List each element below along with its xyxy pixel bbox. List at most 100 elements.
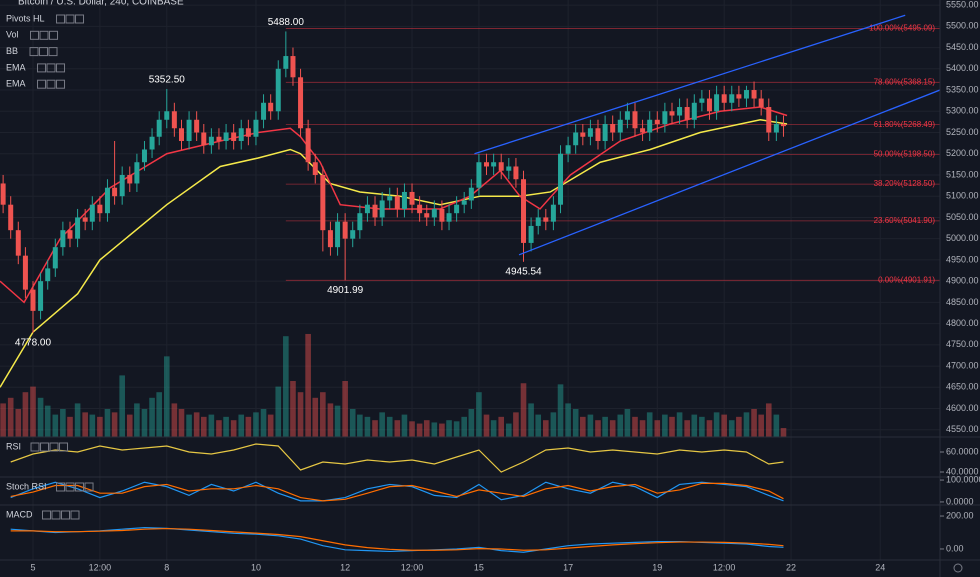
candle-body xyxy=(164,111,170,120)
indicator-button[interactable] xyxy=(65,482,75,492)
volume-bar xyxy=(565,403,571,437)
candle-body xyxy=(357,213,363,231)
volume-bar xyxy=(297,392,304,437)
indicator-button[interactable] xyxy=(56,14,66,24)
pivot-label: 4778.00 xyxy=(15,338,52,349)
indicator-button[interactable] xyxy=(51,510,61,520)
volume-bar xyxy=(409,421,415,437)
indicator-label[interactable]: EMA xyxy=(6,79,26,89)
y-tick-label: 5500.00 xyxy=(946,21,979,31)
indicator-label[interactable]: Pivots HL xyxy=(6,13,45,23)
indicator-button[interactable] xyxy=(30,30,40,40)
volume-bar xyxy=(379,412,385,437)
x-tick-label: 8 xyxy=(164,562,169,572)
volume-bar xyxy=(431,422,438,437)
indicator-button[interactable] xyxy=(37,63,47,73)
volume-bar xyxy=(67,416,73,437)
indicator-button[interactable] xyxy=(75,14,85,24)
volume-bar xyxy=(342,381,348,437)
candle-body xyxy=(89,204,95,222)
chart-title: Bitcoin / U.S. Dollar, 240, COINBASE xyxy=(18,0,184,8)
candle-body xyxy=(22,255,28,290)
indicator-button[interactable] xyxy=(39,30,49,40)
volume-bar xyxy=(624,409,631,437)
candle-body xyxy=(417,204,423,214)
indicator-button[interactable] xyxy=(70,510,80,520)
volume-bar xyxy=(312,397,319,437)
fib-label: 100.00%(5495.09) xyxy=(869,24,935,33)
candle-body xyxy=(766,107,772,133)
candle-body xyxy=(550,204,556,222)
volume-bar xyxy=(119,375,125,437)
y-tick-label: 40.0000 xyxy=(946,466,979,476)
candle-body xyxy=(290,56,296,78)
indicator-button[interactable] xyxy=(56,482,66,492)
candle-body xyxy=(30,289,36,311)
indicator-button[interactable] xyxy=(84,482,94,492)
candle-body xyxy=(186,119,192,141)
indicator-button[interactable] xyxy=(30,442,40,452)
volume-bar xyxy=(163,356,170,437)
indicator-button[interactable] xyxy=(42,510,51,520)
fib-label: 50.00%(5198.50) xyxy=(874,149,936,158)
indicator-button[interactable] xyxy=(65,14,75,24)
indicator-button[interactable] xyxy=(75,482,85,492)
volume-bar xyxy=(439,423,445,437)
indicator-button[interactable] xyxy=(56,63,66,73)
candle-body xyxy=(743,90,749,99)
pane-title[interactable]: RSI xyxy=(6,441,21,451)
settings-icon[interactable] xyxy=(953,563,963,573)
volume-bar xyxy=(89,414,96,437)
volume-bar xyxy=(156,392,162,437)
pane-title[interactable]: Stoch RSI xyxy=(6,481,47,491)
pane-title[interactable]: MACD xyxy=(6,509,33,519)
indicator-button[interactable] xyxy=(49,30,59,40)
candle-body xyxy=(431,208,437,218)
indicator-label[interactable]: Vol xyxy=(6,30,19,40)
fib-label: 78.60%(5368.15) xyxy=(874,77,936,86)
indicator-button[interactable] xyxy=(61,510,70,520)
indicator-button[interactable] xyxy=(37,79,47,89)
volume-bar xyxy=(0,403,6,437)
candle-body xyxy=(669,111,675,116)
candle-body xyxy=(141,149,147,163)
candle-body xyxy=(394,196,400,209)
candle-body xyxy=(171,111,177,129)
volume-bar xyxy=(483,414,490,437)
y-tick-label: 5400.00 xyxy=(946,63,979,73)
volume-bar xyxy=(253,412,259,437)
y-tick-label: 5100.00 xyxy=(946,191,979,201)
y-tick-label: 4600.00 xyxy=(946,403,979,413)
volume-bar xyxy=(654,420,661,437)
indicator-button[interactable] xyxy=(29,47,39,57)
indicator-button[interactable] xyxy=(46,63,56,73)
indicator-button[interactable] xyxy=(59,442,69,452)
volume-bar xyxy=(736,416,742,437)
pivot-label: 4945.54 xyxy=(505,266,542,277)
candle-body xyxy=(387,196,393,201)
volume-bar xyxy=(44,405,51,437)
x-tick-label: 22 xyxy=(786,562,796,572)
candle-body xyxy=(610,124,616,133)
volume-bar xyxy=(721,414,727,437)
volume-bar xyxy=(699,416,705,437)
volume-bar xyxy=(706,420,713,437)
y-tick-label: 100.0000 xyxy=(946,474,980,484)
pivot-label: 5352.50 xyxy=(149,75,186,86)
indicator-button[interactable] xyxy=(40,442,50,452)
indicator-label[interactable]: EMA xyxy=(6,62,26,72)
candle-body xyxy=(401,191,407,209)
indicator-button[interactable] xyxy=(49,442,59,452)
indicator-button[interactable] xyxy=(39,47,49,57)
volume-bar xyxy=(646,412,653,437)
candle-body xyxy=(335,221,341,248)
indicator-label[interactable]: BB xyxy=(6,46,18,56)
indicator-button[interactable] xyxy=(56,79,66,89)
indicator-button[interactable] xyxy=(48,47,58,57)
y-tick-label: 200.00 xyxy=(946,510,974,520)
volume-bar xyxy=(349,409,356,437)
candle-body xyxy=(119,174,125,197)
indicator-button[interactable] xyxy=(46,79,56,89)
